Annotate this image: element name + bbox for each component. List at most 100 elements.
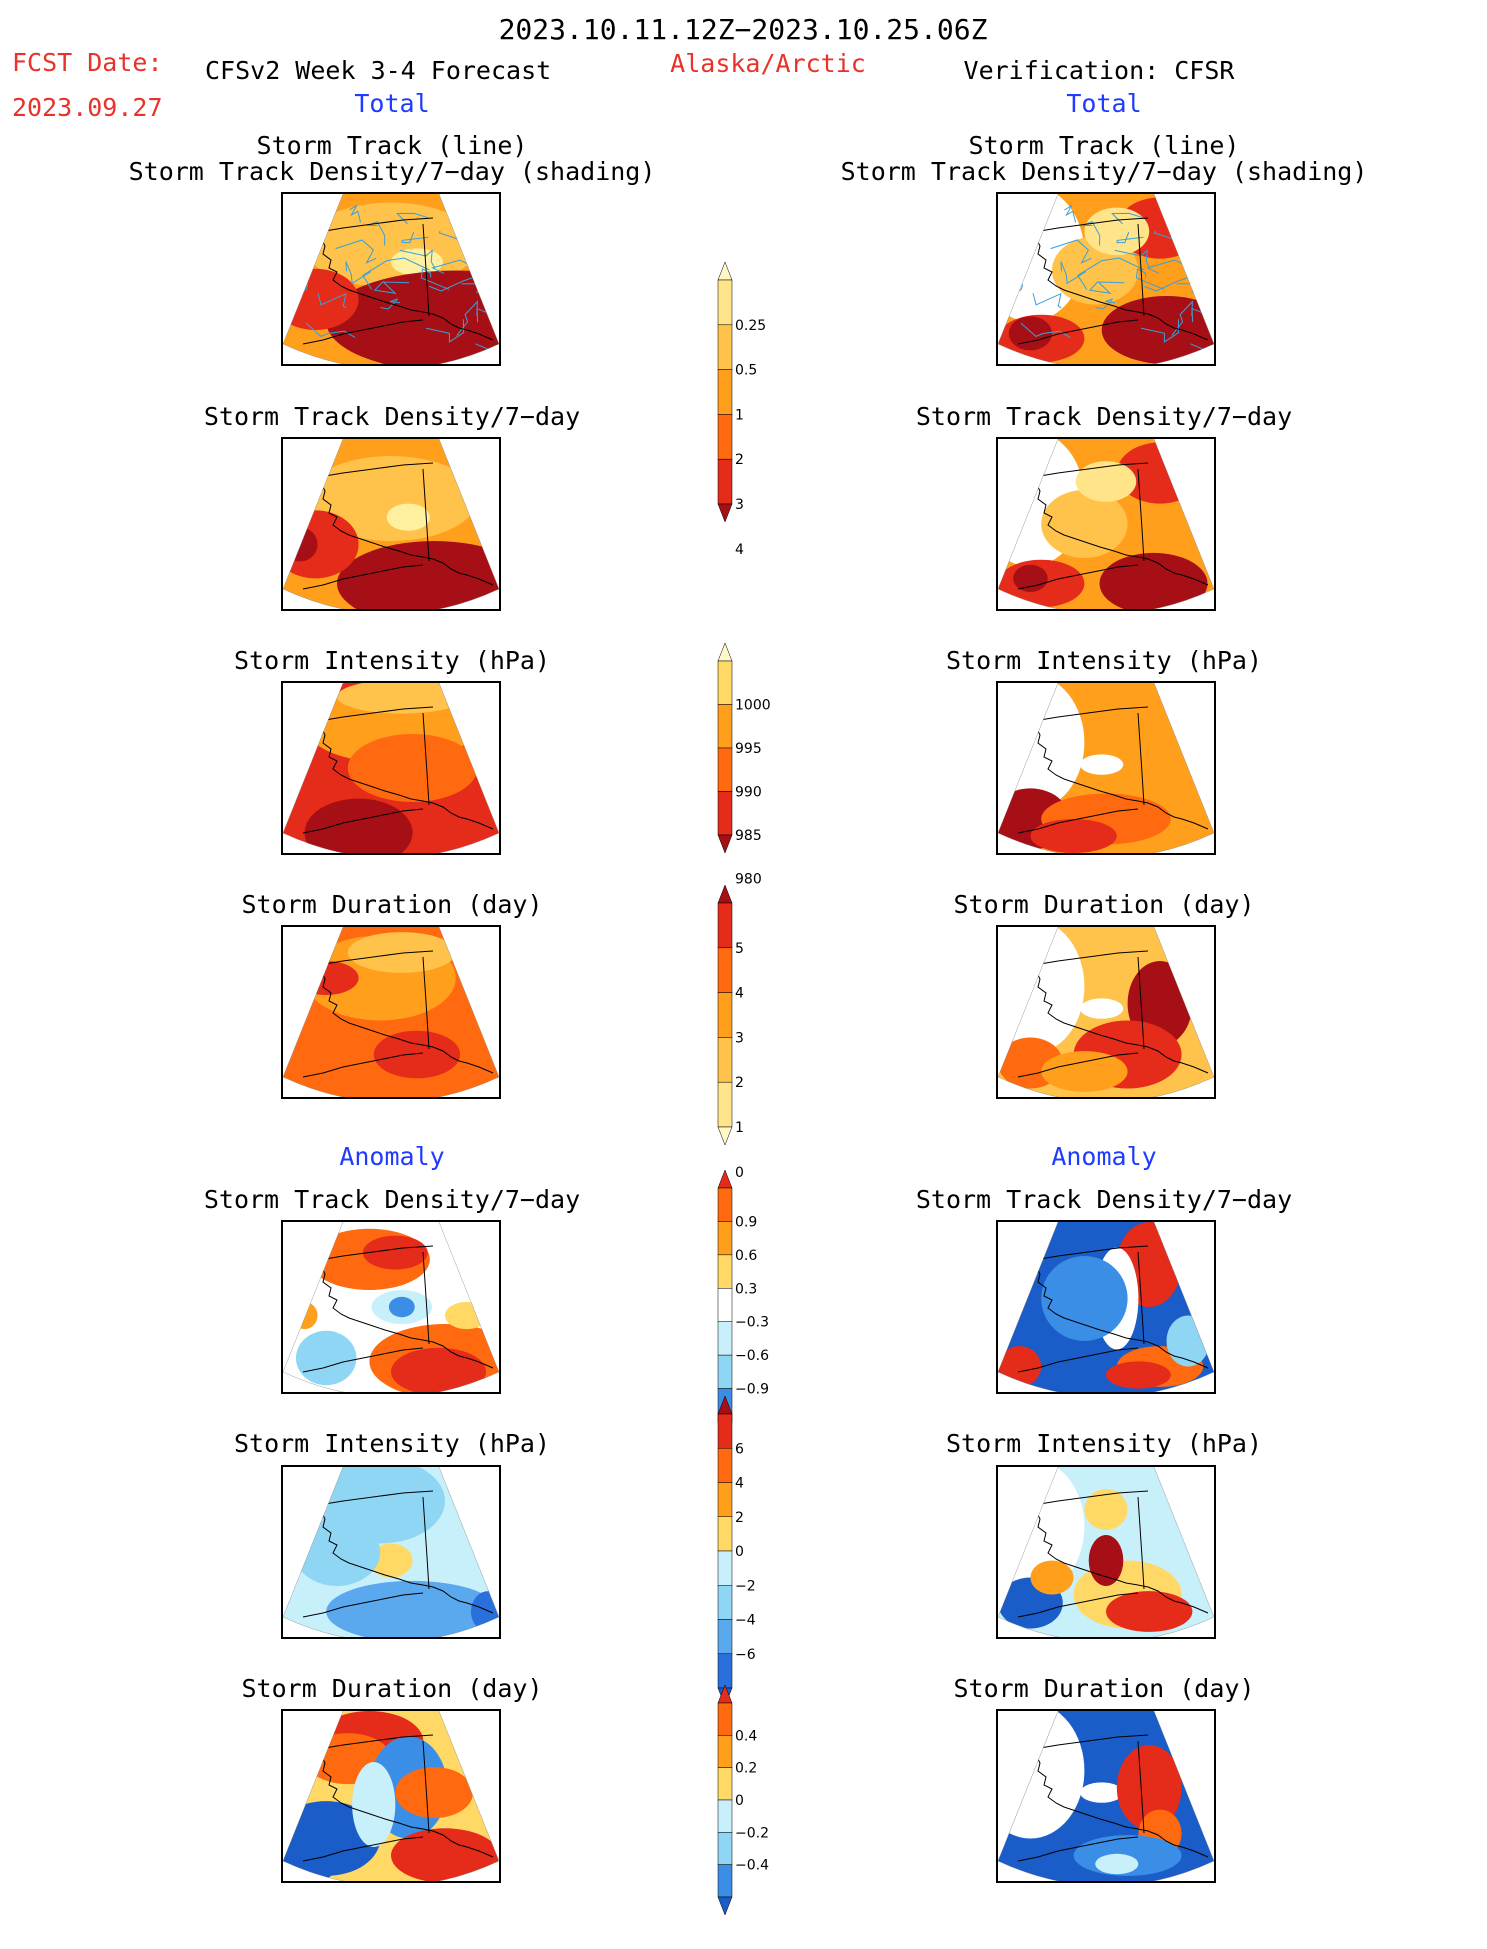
colorbar-tick-label: 4 <box>735 542 744 558</box>
contour-region <box>386 503 430 531</box>
colorbar-segment <box>717 1702 733 1736</box>
colorbar-segment <box>717 369 733 415</box>
colorbar-top-arrow <box>717 1395 733 1415</box>
colorbar-bottom-arrow <box>717 834 733 854</box>
colorbar-segment <box>717 992 733 1038</box>
map-plot <box>283 439 499 609</box>
vf-anom-density-map <box>996 1220 1216 1394</box>
map-plot <box>998 1467 1214 1637</box>
colorbar-segment <box>717 1254 733 1289</box>
colorbar-segment <box>717 279 733 326</box>
colorbar-tick-label: 0.6 <box>735 1248 757 1264</box>
contour-region <box>1041 490 1128 558</box>
contour-region <box>1088 1535 1124 1586</box>
colorbar-tick-label: −0.3 <box>735 1315 769 1331</box>
colorbar-tick-label: −0.9 <box>735 1382 769 1398</box>
colorbar-top-arrow <box>717 642 733 662</box>
contour-region <box>1095 1853 1139 1875</box>
colorbar-tick-label: 0.25 <box>735 318 766 334</box>
coastline-outline <box>1017 462 1209 590</box>
contour-region <box>1041 1051 1128 1092</box>
colorbar-segment <box>717 1448 733 1483</box>
contour-region <box>295 1330 357 1386</box>
colorbar-tick-label: 3 <box>735 1030 744 1046</box>
vf-anom-intensity-title: Storm Intensity (hPa) <box>945 1429 1263 1458</box>
anomaly_density_colorbar: 0.9 0.6 0.3 −0.3 −0.6 −0.9 <box>717 1169 769 1441</box>
fc-density-map <box>281 437 501 611</box>
fc-anom-density-map <box>281 1220 501 1394</box>
colorbar-segment <box>717 1767 733 1801</box>
colorbar-tick-label: 5 <box>735 941 744 957</box>
verification-label: Verification: CFSR <box>963 56 1235 85</box>
colorbar-tick-label: 1 <box>735 407 744 423</box>
contour-region <box>391 1347 487 1392</box>
colorbar-segment <box>717 1653 733 1689</box>
map-plot <box>283 1222 499 1392</box>
verification-anomaly-label: Anomaly <box>1051 1142 1157 1171</box>
contour-region <box>347 932 456 973</box>
total-density-colorbar: 0.25 0.5 1 2 3 4 <box>717 261 778 558</box>
contour-region <box>1080 998 1124 1019</box>
coastline-outline <box>302 1734 494 1862</box>
anomaly_intensity_colorbar: 6 4 2 0 −2 −4 −6 <box>717 1395 756 1707</box>
fc-intensity-map <box>281 681 501 855</box>
contour-region <box>352 1762 396 1847</box>
vf-intensity-title: Storm Intensity (hPa) <box>945 646 1263 675</box>
coastline-outline <box>302 1490 494 1618</box>
colorbar-tick-label: 0 <box>735 1165 744 1181</box>
colorbar-tick-label: −2 <box>735 1578 756 1594</box>
colorbar-segment <box>717 458 733 505</box>
contour-region <box>445 1301 489 1330</box>
contour-region <box>1030 819 1117 853</box>
colorbar-tick-label: −0.2 <box>735 1825 769 1841</box>
colorbar-segment <box>717 324 733 370</box>
map-plot <box>283 1711 499 1881</box>
contour-region <box>395 1767 474 1819</box>
colorbar-segment <box>717 1413 733 1449</box>
colorbar-segment <box>717 1799 733 1833</box>
colorbar-tick-label: −0.4 <box>735 1858 769 1874</box>
colorbar-tick-label: −4 <box>735 1613 756 1629</box>
colorbar-segment <box>717 1619 733 1654</box>
contour-region <box>998 1346 1042 1387</box>
map-plot <box>998 927 1214 1097</box>
anomaly-duration-colorbar: 0.4 0.2 0 −0.2 −0.4 <box>717 1684 778 1949</box>
contour-region <box>1116 1745 1182 1830</box>
contour-region <box>362 1235 428 1270</box>
contour-region <box>326 270 499 364</box>
map-plot <box>998 194 1214 364</box>
contour-region <box>304 798 413 853</box>
colorbar-segment <box>717 1037 733 1083</box>
colorbar-segment <box>717 1550 733 1586</box>
contour-region <box>1013 564 1048 592</box>
contour-region <box>391 1828 499 1881</box>
fcst-date-label: FCST Date: <box>12 48 163 77</box>
colorbar-tick-label: 2 <box>735 1075 744 1091</box>
vf-density-map <box>996 437 1216 611</box>
contour-region <box>304 456 478 541</box>
contour-region <box>1075 461 1137 502</box>
region-label: Alaska/Arctic <box>670 49 866 78</box>
colorbar-tick-label: 4 <box>735 1476 744 1492</box>
vf-density-title: Storm Track Density/7−day <box>915 402 1293 431</box>
anomaly_duration_colorbar: 0.4 0.2 0 −0.2 −0.4 <box>717 1684 769 1916</box>
vf-intensity-map <box>996 681 1216 855</box>
fc-track-line-title: Storm Track (line) <box>256 131 528 160</box>
contour-region <box>283 212 316 261</box>
colorbar-tick-label: 3 <box>735 497 744 513</box>
contour-region <box>388 1296 415 1318</box>
fc-track-density-map <box>281 192 501 366</box>
total_duration_colorbar: 5 4 3 2 1 0 <box>717 884 744 1181</box>
colorbar-segment <box>717 1187 733 1222</box>
coastline-outline <box>1017 950 1209 1078</box>
colorbar-segment <box>717 947 733 993</box>
colorbar-tick-label: −0.6 <box>735 1348 769 1364</box>
contour-region <box>1041 1256 1128 1341</box>
contour-region <box>293 1518 381 1586</box>
coastline-outline <box>302 950 494 1078</box>
contour-region <box>391 248 443 276</box>
vf-duration-title: Storm Duration (day) <box>953 890 1255 919</box>
colorbar-tick-label: 0.4 <box>735 1728 757 1744</box>
colorbar-segment <box>717 1288 733 1322</box>
forecast-total-label: Total <box>354 89 430 118</box>
